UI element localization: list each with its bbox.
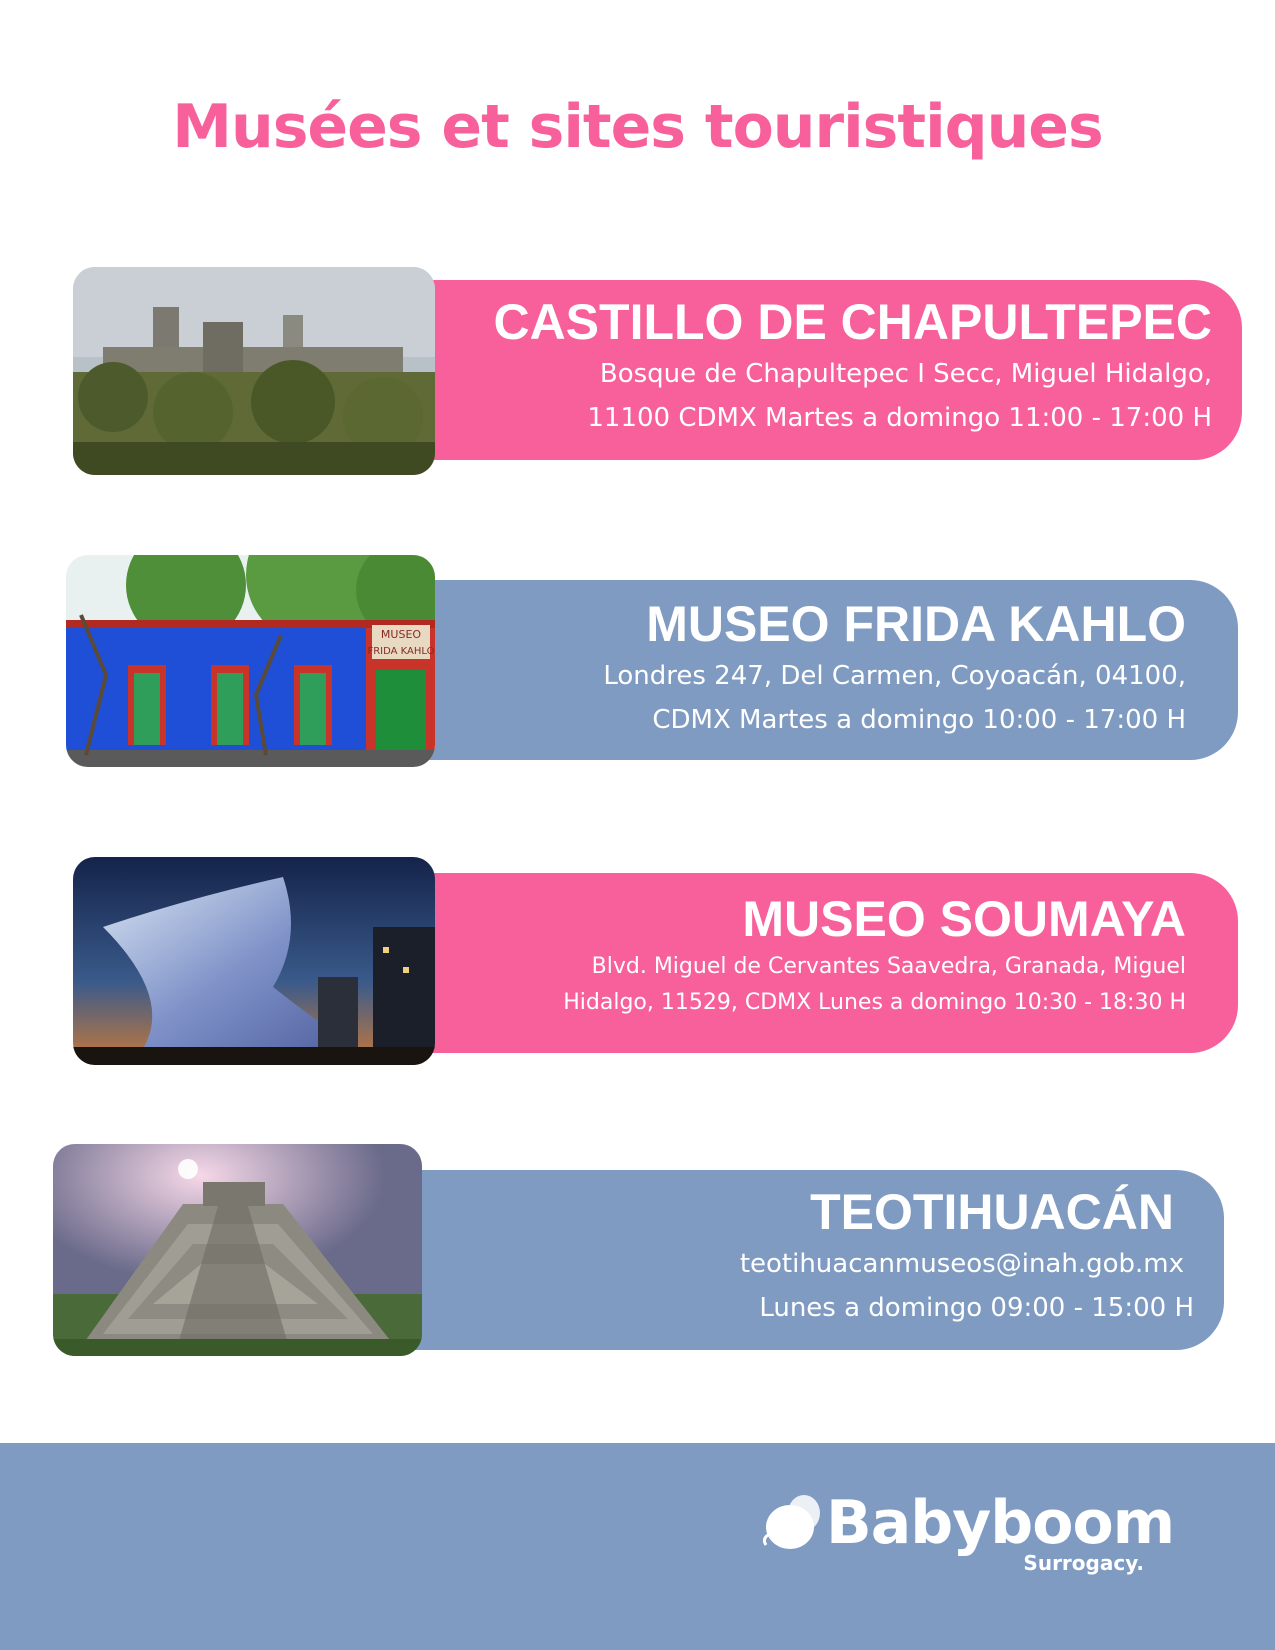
site-address: Bosque de Chapultepec I Secc, Miguel Hid… xyxy=(599,359,1212,389)
site-address: Londres 247, Del Carmen, Coyoacán, 04100… xyxy=(603,661,1186,691)
site-hours: CDMX Martes a domingo 10:00 - 17:00 H xyxy=(652,705,1186,735)
site-contact: teotihuacanmuseos@inah.gob.mx xyxy=(739,1249,1184,1279)
site-name: MUSEO FRIDA KAHLO xyxy=(646,596,1186,652)
brand-name: Babyboom xyxy=(826,1488,1175,1558)
site-hours: Lunes a domingo 09:00 - 15:00 H xyxy=(759,1293,1194,1323)
site-address: Blvd. Miguel de Cervantes Saavedra, Gran… xyxy=(591,954,1186,979)
babyboom-logo-icon xyxy=(762,1495,820,1549)
page-title: Musées et sites touristiques xyxy=(172,92,1103,162)
blue-house-photo-icon: MUSEO FRIDA KAHLO xyxy=(66,555,435,767)
site-band: MUSEO SOUMAYA Blvd. Miguel de Cervantes … xyxy=(400,873,1238,1053)
museum-building-photo-icon xyxy=(73,857,435,1065)
site-card-teotihuacan: TEOTIHUACÁN teotihuacanmuseos@inah.gob.m… xyxy=(0,1140,1275,1370)
brand-subtitle: Surrogacy. xyxy=(1023,1551,1144,1575)
site-name: MUSEO SOUMAYA xyxy=(742,891,1186,947)
site-name: CASTILLO DE CHAPULTEPEC xyxy=(493,294,1212,350)
footer: Babyboom Surrogacy. xyxy=(0,1443,1275,1650)
site-name: TEOTIHUACÁN xyxy=(810,1184,1174,1240)
photo-sign-line2: FRIDA KAHLO xyxy=(367,646,434,657)
site-card-castillo: CASTILLO DE CHAPULTEPEC Bosque de Chapul… xyxy=(0,250,1275,480)
babyboom-logo[interactable]: Babyboom Surrogacy. xyxy=(760,1487,1190,1587)
site-band: MUSEO FRIDA KAHLO Londres 247, Del Carme… xyxy=(400,580,1238,760)
pyramid-photo-icon xyxy=(53,1144,422,1356)
photo-sign-line1: MUSEO xyxy=(381,628,421,641)
site-band: TEOTIHUACÁN teotihuacanmuseos@inah.gob.m… xyxy=(400,1170,1224,1350)
site-band: CASTILLO DE CHAPULTEPEC Bosque de Chapul… xyxy=(400,280,1242,460)
castle-photo-icon xyxy=(73,267,435,475)
site-hours: Hidalgo, 11529, CDMX Lunes a domingo 10:… xyxy=(563,990,1186,1015)
site-card-soumaya: MUSEO SOUMAYA Blvd. Miguel de Cervantes … xyxy=(0,845,1275,1075)
site-card-frida: MUSEO FRIDA KAHLO Londres 247, Del Carme… xyxy=(0,550,1275,780)
site-hours: 11100 CDMX Martes a domingo 11:00 - 17:0… xyxy=(587,403,1212,433)
